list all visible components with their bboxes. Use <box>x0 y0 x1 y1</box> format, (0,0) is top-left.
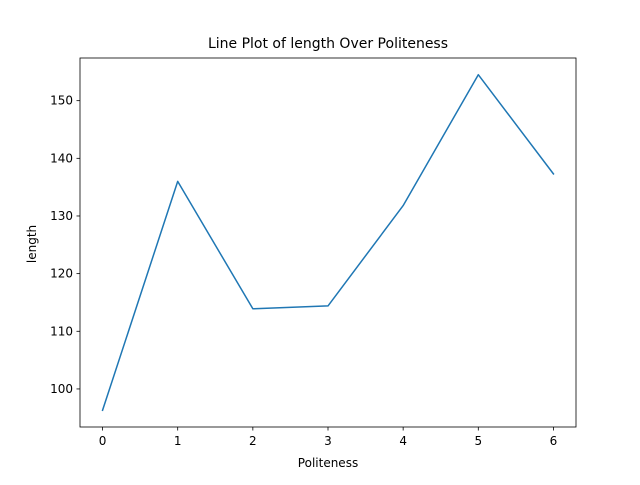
y-tick-label: 140 <box>50 151 73 165</box>
y-tick-label: 130 <box>50 209 73 223</box>
x-tick-label: 1 <box>174 434 182 448</box>
x-tick-label: 4 <box>399 434 407 448</box>
x-tick-label: 2 <box>249 434 257 448</box>
x-tick-label: 3 <box>324 434 332 448</box>
y-tick-label: 110 <box>50 324 73 338</box>
y-axis-label: length <box>25 225 39 263</box>
y-tick-label: 150 <box>50 94 73 108</box>
y-tick-label: 100 <box>50 382 73 396</box>
x-tick-label: 0 <box>99 434 107 448</box>
x-axis-label: Politeness <box>298 456 358 470</box>
y-tick-label: 120 <box>50 267 73 281</box>
chart-title: Line Plot of length Over Politeness <box>208 36 448 52</box>
x-tick-label: 5 <box>474 434 482 448</box>
x-tick-label: 6 <box>550 434 558 448</box>
